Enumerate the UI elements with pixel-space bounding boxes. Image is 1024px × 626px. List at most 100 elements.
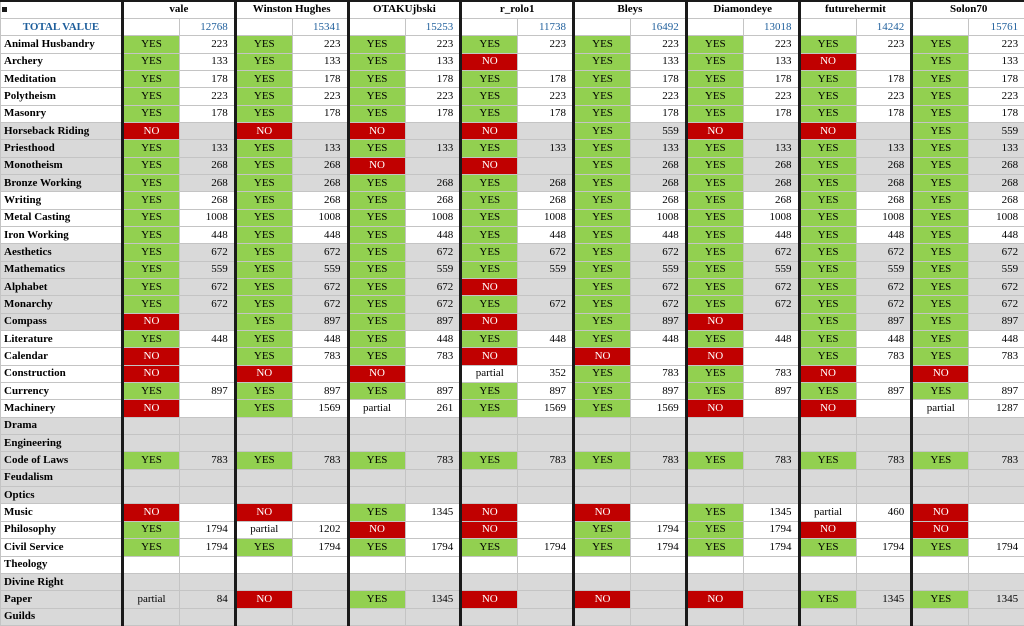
status-cell[interactable]: YES (235, 348, 292, 365)
value-cell[interactable] (518, 417, 574, 434)
status-cell[interactable]: YES (686, 244, 743, 261)
status-cell[interactable]: NO (123, 122, 180, 139)
value-cell[interactable]: 897 (856, 313, 912, 330)
status-cell[interactable] (461, 556, 518, 573)
status-cell[interactable] (574, 469, 631, 486)
status-cell[interactable]: NO (123, 400, 180, 417)
value-cell[interactable]: 559 (518, 261, 574, 278)
status-cell[interactable]: YES (799, 279, 856, 296)
status-cell[interactable]: YES (574, 157, 631, 174)
value-cell[interactable] (969, 435, 1024, 452)
status-cell[interactable] (123, 556, 180, 573)
value-cell[interactable]: 178 (631, 70, 687, 87)
value-cell[interactable]: 448 (743, 331, 799, 348)
status-cell[interactable]: YES (686, 296, 743, 313)
status-cell[interactable]: YES (912, 88, 969, 105)
value-cell[interactable] (631, 348, 687, 365)
value-cell[interactable] (518, 521, 574, 538)
status-cell[interactable]: NO (235, 122, 292, 139)
status-cell[interactable]: YES (574, 452, 631, 469)
value-cell[interactable]: 178 (969, 105, 1024, 122)
value-cell[interactable]: 268 (405, 192, 461, 209)
value-cell[interactable]: 133 (631, 140, 687, 157)
value-cell[interactable]: 178 (405, 105, 461, 122)
status-cell[interactable] (912, 556, 969, 573)
status-cell[interactable]: YES (574, 279, 631, 296)
value-cell[interactable] (405, 435, 461, 452)
status-cell[interactable]: YES (799, 209, 856, 226)
value-cell[interactable]: 783 (180, 452, 236, 469)
value-cell[interactable]: 1008 (518, 209, 574, 226)
status-cell[interactable]: YES (912, 105, 969, 122)
status-cell[interactable]: YES (123, 53, 180, 70)
status-cell[interactable] (461, 469, 518, 486)
value-cell[interactable]: 133 (631, 53, 687, 70)
status-cell[interactable] (799, 417, 856, 434)
status-cell[interactable]: NO (235, 591, 292, 608)
status-cell[interactable]: YES (348, 261, 405, 278)
status-cell[interactable]: YES (348, 296, 405, 313)
status-cell[interactable]: YES (686, 365, 743, 382)
status-cell[interactable]: YES (235, 174, 292, 191)
value-cell[interactable] (856, 608, 912, 625)
status-cell[interactable]: partial (799, 504, 856, 521)
status-cell[interactable]: YES (799, 140, 856, 157)
value-cell[interactable] (518, 504, 574, 521)
value-cell[interactable] (405, 556, 461, 573)
status-cell[interactable]: YES (912, 348, 969, 365)
value-cell[interactable]: 223 (180, 88, 236, 105)
value-cell[interactable] (969, 556, 1024, 573)
value-cell[interactable] (631, 591, 687, 608)
status-cell[interactable]: YES (912, 209, 969, 226)
value-cell[interactable]: 268 (969, 174, 1024, 191)
status-cell[interactable]: YES (799, 70, 856, 87)
value-cell[interactable] (292, 608, 348, 625)
status-cell[interactable]: YES (686, 383, 743, 400)
value-cell[interactable]: 178 (743, 70, 799, 87)
value-cell[interactable]: 133 (743, 53, 799, 70)
value-cell[interactable]: 559 (856, 261, 912, 278)
status-cell[interactable]: YES (348, 539, 405, 556)
value-cell[interactable]: 1794 (518, 539, 574, 556)
status-cell[interactable]: YES (123, 331, 180, 348)
status-cell[interactable]: NO (912, 521, 969, 538)
value-cell[interactable]: 133 (969, 53, 1024, 70)
value-cell[interactable]: 897 (856, 383, 912, 400)
value-cell[interactable]: 1008 (180, 209, 236, 226)
value-cell[interactable] (743, 469, 799, 486)
status-cell[interactable]: NO (123, 348, 180, 365)
status-cell[interactable]: YES (799, 192, 856, 209)
value-cell[interactable]: 268 (969, 157, 1024, 174)
value-cell[interactable]: 448 (518, 331, 574, 348)
status-cell[interactable]: YES (574, 88, 631, 105)
value-cell[interactable]: 672 (292, 296, 348, 313)
value-cell[interactable]: 448 (405, 226, 461, 243)
status-cell[interactable]: YES (461, 209, 518, 226)
status-cell[interactable]: NO (799, 53, 856, 70)
status-cell[interactable]: NO (348, 122, 405, 139)
value-cell[interactable]: 448 (292, 331, 348, 348)
status-cell[interactable]: YES (235, 226, 292, 243)
status-cell[interactable] (686, 556, 743, 573)
status-cell[interactable] (348, 487, 405, 504)
status-cell[interactable]: partial (461, 365, 518, 382)
value-cell[interactable]: 897 (743, 383, 799, 400)
status-cell[interactable] (123, 487, 180, 504)
value-cell[interactable]: 672 (405, 244, 461, 261)
status-cell[interactable] (574, 556, 631, 573)
status-cell[interactable]: YES (799, 36, 856, 53)
value-cell[interactable] (743, 348, 799, 365)
status-cell[interactable]: NO (235, 365, 292, 382)
value-cell[interactable] (292, 365, 348, 382)
value-cell[interactable] (518, 279, 574, 296)
status-cell[interactable]: YES (686, 521, 743, 538)
status-cell[interactable]: YES (799, 591, 856, 608)
value-cell[interactable] (631, 573, 687, 590)
value-cell[interactable]: 1794 (856, 539, 912, 556)
value-cell[interactable]: 223 (405, 88, 461, 105)
value-cell[interactable] (292, 487, 348, 504)
status-cell[interactable]: YES (348, 313, 405, 330)
value-cell[interactable]: 178 (856, 70, 912, 87)
value-cell[interactable] (405, 487, 461, 504)
status-cell[interactable]: YES (574, 174, 631, 191)
